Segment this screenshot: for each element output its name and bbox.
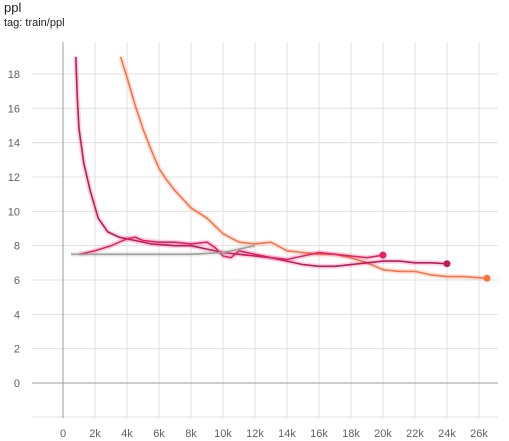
- x-tick-label: 26k: [470, 428, 488, 440]
- x-tick-label: 20k: [374, 428, 392, 440]
- axes: [32, 42, 498, 418]
- series-3-line: [71, 244, 256, 256]
- y-tick-label: 2: [14, 344, 20, 356]
- grid: [32, 42, 498, 418]
- y-tick-label: 12: [8, 172, 20, 184]
- series-1-line: [75, 56, 448, 268]
- y-tick-label: 16: [8, 103, 20, 115]
- series-0-end-point: [483, 274, 491, 282]
- x-tick-label: 4k: [121, 428, 133, 440]
- y-tick-label: 14: [8, 138, 20, 150]
- series-0-line: [119, 56, 488, 280]
- x-tick-label: 18k: [342, 428, 360, 440]
- series-2-end-point: [379, 251, 387, 259]
- x-tick-label: 16k: [310, 428, 328, 440]
- y-tick-label: 10: [8, 206, 20, 218]
- x-tick-label: 2k: [89, 428, 101, 440]
- tick-labels: 0 2k 4k 6k 8k 10k 12k 14k 16k 18k 20k 22k 24k 26k 0 2 4 6…: [8, 69, 489, 440]
- y-tick-label: 4: [14, 309, 20, 321]
- y-tick-label: 0: [14, 378, 20, 390]
- x-tick-label: 22k: [406, 428, 424, 440]
- series-lines: [71, 56, 491, 282]
- x-tick-label: 0: [60, 428, 66, 440]
- y-tick-label: 6: [14, 275, 20, 287]
- plot-area: [32, 42, 498, 418]
- x-tick-label: 10k: [214, 428, 232, 440]
- y-tick-label: 18: [8, 69, 20, 81]
- x-tick-label: 14k: [278, 428, 296, 440]
- series-2-line: [78, 236, 384, 261]
- chart-title: ppl: [4, 0, 22, 15]
- series-1-end-point: [443, 260, 451, 268]
- chart-tag: tag: train/ppl: [4, 17, 65, 29]
- x-tick-label: 8k: [185, 428, 197, 440]
- y-tick-label: 8: [14, 241, 20, 253]
- x-tick-label: 24k: [438, 428, 456, 440]
- x-tick-label: 6k: [153, 428, 165, 440]
- x-tick-label: 12k: [246, 428, 264, 440]
